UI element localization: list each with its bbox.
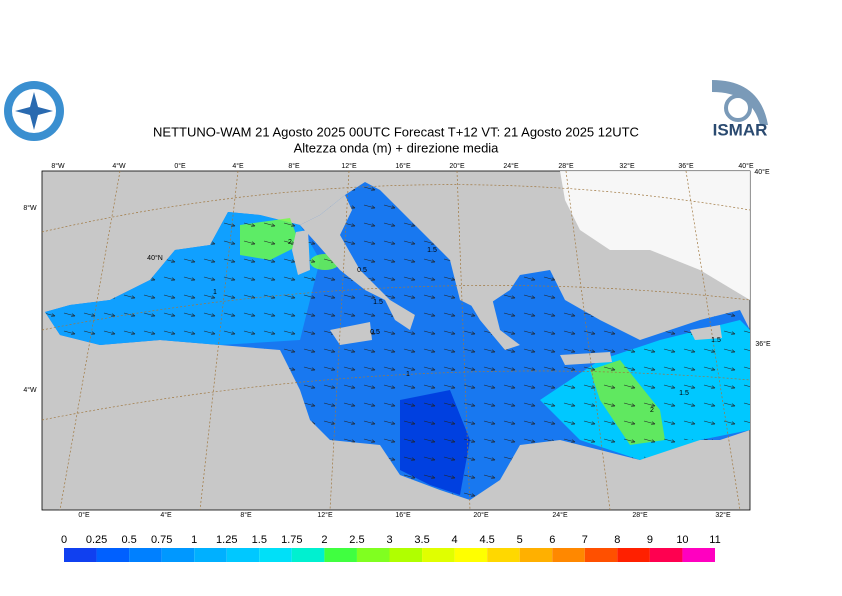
contour-label: 1.5 xyxy=(711,337,721,344)
lon-label: 16°E xyxy=(395,511,411,519)
lon-label: 4°E xyxy=(232,162,244,170)
logo-left xyxy=(4,81,64,141)
legend-label: 4.5 xyxy=(480,534,495,546)
contour-label: 0.5 xyxy=(370,329,380,336)
lon-label: 4°W xyxy=(112,162,126,170)
legend-label: 9 xyxy=(647,534,653,546)
edge-label: 4°W xyxy=(23,386,37,394)
legend-swatch xyxy=(194,548,227,562)
legend-label: 0.75 xyxy=(151,534,172,546)
lon-label: 36°E xyxy=(678,162,694,170)
contour-label: 1.5 xyxy=(679,390,689,397)
lon-label: 8°W xyxy=(51,162,65,170)
legend-swatch xyxy=(259,548,292,562)
lon-label: 16°E xyxy=(395,162,411,170)
legend-label: 4 xyxy=(452,534,458,546)
legend-label: 0.5 xyxy=(121,534,136,546)
lon-label: 12°E xyxy=(341,162,357,170)
legend-swatch xyxy=(226,548,260,562)
lon-label: 28°E xyxy=(632,511,648,519)
contour-label: 0.5 xyxy=(357,267,367,274)
legend-swatch xyxy=(552,548,585,562)
lon-label: 12°E xyxy=(317,511,333,519)
lon-label: 20°E xyxy=(473,511,489,519)
legend-swatch xyxy=(519,548,553,562)
legend-swatch xyxy=(291,548,325,562)
lon-label: 20°E xyxy=(449,162,465,170)
legend-swatch xyxy=(454,548,488,562)
edge-label: 40°N xyxy=(147,254,163,262)
legend-swatch xyxy=(161,548,195,562)
map xyxy=(41,170,751,511)
legend-swatch xyxy=(96,548,130,562)
lon-label: 0°E xyxy=(174,162,186,170)
lon-label: 8°E xyxy=(240,511,252,519)
lon-label: 8°E xyxy=(288,162,300,170)
legend-swatch xyxy=(584,548,618,562)
lon-label: 32°E xyxy=(619,162,635,170)
legend-label: 5 xyxy=(517,534,523,546)
legend-label: 1.75 xyxy=(281,534,302,546)
lon-label: 24°E xyxy=(503,162,519,170)
legend-label: 2 xyxy=(321,534,327,546)
legend-label: 3 xyxy=(386,534,392,546)
legend-label: 0 xyxy=(61,534,67,546)
legend-label: 0.25 xyxy=(86,534,107,546)
lon-label: 32°E xyxy=(715,511,731,519)
legend-label: 3.5 xyxy=(414,534,429,546)
edge-label: 40°E xyxy=(754,168,770,176)
logo-right: ISMAR xyxy=(710,79,770,141)
lon-label: 40°E xyxy=(738,162,754,170)
subtitle: Altezza onda (m) + direzione media xyxy=(294,140,500,155)
legend-label: 1.5 xyxy=(252,534,267,546)
legend-swatch xyxy=(389,548,423,562)
legend-label: 1 xyxy=(191,534,197,546)
legend-label: 2.5 xyxy=(349,534,364,546)
legend-label: 7 xyxy=(582,534,588,546)
legend-swatch xyxy=(324,548,357,562)
legend-label: 8 xyxy=(614,534,620,546)
legend-label: 6 xyxy=(549,534,555,546)
legend-swatch xyxy=(129,548,162,562)
contour-label: 1 xyxy=(213,289,217,296)
legend-label: 11 xyxy=(709,534,720,546)
legend-swatch xyxy=(422,548,455,562)
contour-label: 2 xyxy=(288,239,292,246)
edge-label: 36°E xyxy=(755,340,771,348)
lon-label: 24°E xyxy=(552,511,568,519)
legend-swatch xyxy=(487,548,520,562)
legend-label: 10 xyxy=(676,534,688,546)
contour-label: 1.5 xyxy=(427,247,437,254)
contour-label: 2 xyxy=(650,407,654,414)
legend-swatch xyxy=(649,548,683,562)
legend-swatch xyxy=(64,548,97,562)
lon-label: 28°E xyxy=(558,162,574,170)
legend-label: 1.25 xyxy=(216,534,237,546)
title: NETTUNO-WAM 21 Agosto 2025 00UTC Forecas… xyxy=(153,124,639,139)
legend-swatch xyxy=(356,548,390,562)
legend-swatch xyxy=(682,548,715,562)
lon-label: 0°E xyxy=(78,511,90,519)
contour-label: 1.5 xyxy=(373,299,383,306)
contour-label: 1 xyxy=(406,371,410,378)
logo-text: ISMAR xyxy=(713,120,768,139)
lon-label: 4°E xyxy=(160,511,172,519)
edge-label: 8°W xyxy=(23,204,37,212)
legend-swatch xyxy=(617,548,650,562)
